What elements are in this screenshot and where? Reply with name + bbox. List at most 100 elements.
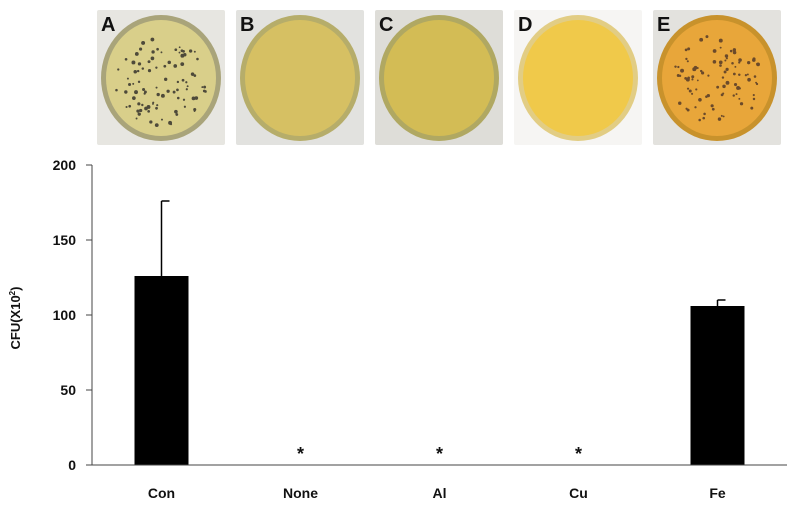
colony	[188, 49, 193, 53]
colony	[722, 92, 725, 95]
colony	[729, 49, 733, 53]
colony	[699, 37, 704, 42]
colony	[163, 64, 167, 68]
colony	[718, 60, 723, 65]
colony	[723, 70, 727, 74]
colony	[686, 108, 690, 112]
y-tick-label: 0	[68, 457, 76, 473]
colony	[753, 75, 757, 78]
colony	[732, 72, 736, 76]
colony	[676, 74, 680, 78]
colony	[155, 66, 158, 69]
colony	[142, 87, 146, 91]
colony	[752, 57, 756, 61]
colony	[185, 88, 188, 91]
colony	[677, 65, 680, 69]
colony	[167, 60, 172, 65]
colony	[151, 50, 155, 54]
y-tick-label: 50	[60, 382, 76, 398]
colony	[182, 50, 185, 53]
colony	[201, 86, 204, 89]
x-tick-label: Cu	[569, 485, 588, 501]
colony	[693, 65, 698, 70]
colony	[724, 59, 727, 62]
colony	[149, 120, 153, 124]
colony	[719, 46, 722, 49]
colony	[734, 65, 737, 68]
colony	[706, 93, 710, 98]
bars: * * *	[134, 200, 745, 465]
colony	[687, 47, 691, 51]
colony	[164, 77, 168, 81]
colony	[166, 89, 170, 93]
panel-letter-d: D	[518, 14, 533, 36]
colony	[725, 67, 729, 71]
colony	[703, 112, 706, 116]
colony	[135, 117, 138, 120]
significance-marker: *	[575, 444, 582, 464]
colony	[180, 62, 185, 67]
colony	[686, 60, 689, 63]
colony	[176, 88, 179, 92]
colony	[141, 67, 145, 70]
colony	[124, 90, 128, 94]
colony	[678, 101, 682, 105]
colony	[139, 108, 143, 113]
colony	[717, 117, 722, 121]
colony	[160, 93, 165, 98]
colony	[132, 96, 136, 100]
bar	[134, 276, 189, 465]
colony	[744, 74, 748, 77]
colony	[174, 48, 178, 52]
colony	[196, 57, 199, 61]
colony	[126, 77, 129, 80]
plate-photo-a	[97, 10, 225, 145]
colony	[738, 58, 742, 62]
petri-dish	[518, 15, 638, 141]
y-tick-label: 100	[53, 307, 77, 323]
colony	[725, 57, 728, 60]
colony	[134, 52, 139, 56]
colony	[117, 68, 120, 71]
plate-photo-b	[236, 10, 364, 145]
colony	[738, 97, 741, 100]
colony	[137, 102, 141, 106]
colony	[124, 57, 128, 61]
y-axis: 0 50 100 150 200	[53, 157, 93, 473]
colony	[202, 89, 206, 93]
colony	[694, 106, 697, 109]
colony	[691, 75, 695, 79]
x-tick-label: Fe	[709, 485, 726, 501]
colony	[131, 60, 136, 65]
y-axis-label: CFU(X102)	[8, 287, 23, 350]
colony	[691, 92, 694, 95]
colony	[739, 102, 744, 106]
colony	[695, 88, 698, 91]
colony	[147, 60, 151, 64]
colony	[722, 115, 725, 118]
colony	[134, 90, 138, 95]
colony	[680, 68, 685, 73]
colony	[191, 96, 196, 101]
colony	[136, 69, 140, 73]
colony	[152, 101, 155, 104]
colony	[752, 97, 756, 101]
colony	[752, 93, 755, 97]
colony	[719, 64, 722, 67]
colony	[156, 104, 159, 107]
colony	[674, 65, 677, 68]
colony	[746, 73, 749, 76]
colony	[738, 61, 741, 64]
colony	[712, 49, 717, 53]
agar-surface	[245, 20, 355, 136]
colony	[750, 106, 754, 110]
agar-surface	[523, 20, 633, 136]
colony	[160, 118, 163, 121]
colony	[193, 50, 196, 53]
colony	[696, 79, 699, 82]
colony	[718, 38, 723, 43]
colony	[128, 83, 132, 87]
colony	[156, 47, 159, 51]
